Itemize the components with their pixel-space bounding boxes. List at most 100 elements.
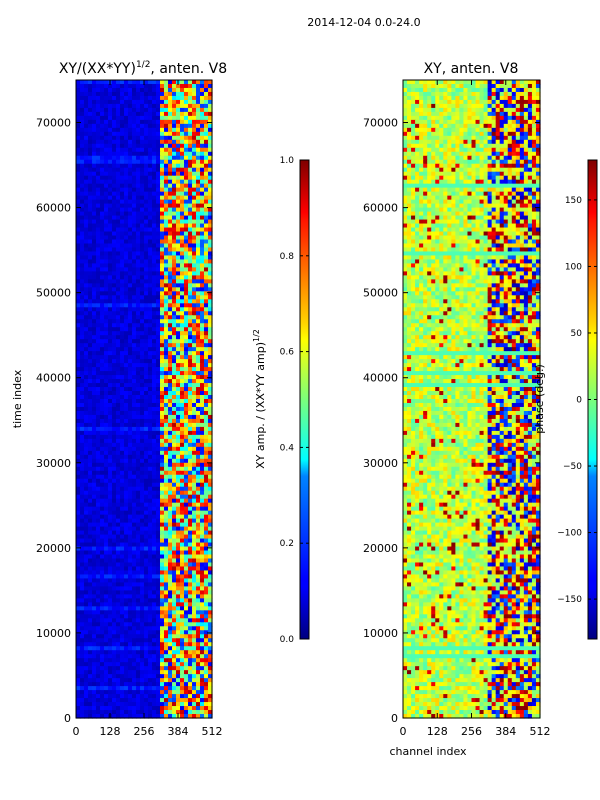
heatmap-cell: [116, 546, 121, 552]
heatmap-cell: [140, 518, 145, 524]
heatmap-cell: [196, 283, 201, 288]
heatmap-cell: [120, 363, 125, 368]
heatmap-cell: [156, 367, 161, 372]
heatmap-cell: [96, 614, 101, 619]
heatmap-cell: [140, 410, 145, 416]
heatmap-cell: [120, 351, 125, 356]
heatmap-cell: [184, 438, 189, 444]
heatmap-cell: [112, 542, 117, 548]
heatmap-cell: [144, 550, 149, 556]
heatmap-cell: [208, 211, 213, 217]
heatmap-cell: [172, 287, 177, 292]
heatmap-cell: [172, 351, 177, 356]
heatmap-cell: [172, 590, 177, 595]
heatmap-cell: [200, 155, 205, 161]
heatmap-cell: [104, 530, 109, 536]
heatmap-cell: [136, 259, 141, 265]
heatmap-cell: [132, 626, 137, 631]
heatmap-cell: [156, 287, 161, 292]
heatmap-cell: [176, 279, 181, 284]
heatmap-cell: [76, 123, 81, 129]
heatmap-cell: [108, 135, 113, 141]
heatmap-cell: [204, 271, 209, 276]
heatmap-cell: [92, 155, 97, 161]
heatmap-cell: [160, 91, 165, 97]
heatmap-cell: [152, 267, 157, 272]
heatmap-cell: [168, 80, 173, 85]
heatmap-cell: [192, 618, 197, 623]
heatmap-cell: [120, 582, 125, 588]
heatmap-cell: [96, 243, 101, 249]
heatmap-cell: [104, 414, 109, 420]
heatmap-cell: [80, 642, 85, 647]
heatmap-cell: [208, 247, 213, 253]
heatmap-cell: [208, 267, 213, 272]
heatmap-cell: [196, 638, 201, 643]
heatmap-cell: [172, 387, 177, 392]
heatmap-cell: [156, 351, 161, 356]
heatmap-cell: [104, 602, 109, 607]
heatmap-cell: [96, 367, 101, 372]
heatmap-cell: [128, 502, 133, 508]
heatmap-cell: [192, 231, 197, 237]
heatmap-cell: [204, 570, 209, 576]
heatmap-cell: [152, 183, 157, 189]
heatmap-cell: [188, 319, 193, 324]
heatmap-cell: [76, 590, 81, 595]
heatmap-cell: [124, 339, 129, 344]
heatmap-cell: [96, 486, 101, 492]
heatmap-cell: [192, 626, 197, 631]
heatmap-cell: [188, 367, 193, 372]
heatmap-cell: [100, 331, 105, 336]
heatmap-cell: [204, 291, 209, 296]
heatmap-cell: [176, 231, 181, 237]
heatmap-cell: [128, 231, 133, 237]
heatmap-cell: [88, 143, 93, 149]
heatmap-cell: [176, 590, 181, 595]
heatmap-cell: [164, 630, 169, 635]
heatmap-cell: [148, 239, 153, 245]
heatmap-cell: [184, 582, 189, 588]
heatmap-cell: [152, 375, 157, 380]
heatmap-cell: [192, 586, 197, 591]
heatmap-cell: [88, 662, 93, 667]
heatmap-cell: [160, 203, 165, 209]
heatmap-cell: [148, 498, 153, 504]
heatmap-cell: [124, 570, 129, 576]
heatmap-cell: [196, 506, 201, 512]
heatmap-cell: [152, 303, 157, 308]
heatmap-cell: [164, 610, 169, 615]
heatmap-cell: [168, 131, 173, 137]
heatmap-cell: [148, 494, 153, 500]
heatmap-cell: [208, 526, 213, 532]
heatmap-cell: [144, 111, 149, 117]
heatmap-cell: [132, 263, 137, 269]
heatmap-cell: [204, 343, 209, 348]
heatmap-cell: [168, 139, 173, 145]
heatmap-cell: [76, 163, 81, 169]
heatmap-cell: [164, 494, 169, 500]
heatmap-cell: [192, 131, 197, 137]
heatmap-cell: [156, 550, 161, 556]
heatmap-cell: [208, 183, 213, 189]
heatmap-cell: [200, 470, 205, 476]
heatmap-cell: [96, 139, 101, 145]
heatmap-cell: [140, 347, 145, 352]
heatmap-cell: [200, 554, 205, 560]
heatmap-cell: [132, 359, 137, 364]
heatmap-cell: [84, 470, 89, 476]
heatmap-cell: [208, 115, 213, 121]
heatmap-cell: [124, 87, 129, 93]
heatmap-cell: [160, 426, 165, 432]
heatmap-cell: [188, 155, 193, 161]
heatmap-cell: [176, 502, 181, 508]
heatmap-cell: [80, 622, 85, 627]
heatmap-cell: [136, 80, 141, 85]
heatmap-cell: [172, 614, 177, 619]
heatmap-cell: [100, 203, 105, 209]
heatmap-cell: [204, 267, 209, 272]
heatmap-cell: [148, 606, 153, 611]
heatmap-cell: [192, 163, 197, 169]
heatmap-cell: [168, 195, 173, 201]
heatmap-cell: [92, 522, 97, 528]
